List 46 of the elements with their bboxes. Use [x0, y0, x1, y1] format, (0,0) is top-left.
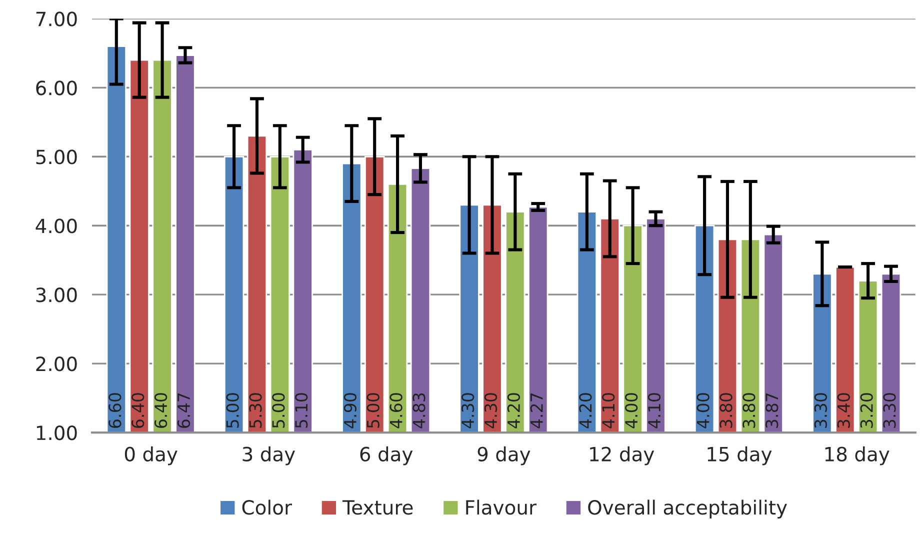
data-label: 3.87 [766, 393, 778, 428]
data-label: 4.30 [484, 393, 498, 428]
data-label: 4.10 [602, 393, 615, 428]
data-label: 6.60 [108, 393, 122, 428]
data-label: 3.80 [720, 393, 732, 428]
data-label: 3.80 [742, 393, 756, 428]
legend-label: Texture [342, 500, 413, 515]
data-label: 4.00 [625, 393, 638, 428]
data-label: 4.20 [579, 393, 592, 428]
y-tick-label: 7.00 [36, 12, 77, 26]
data-label: 5.00 [272, 393, 285, 428]
data-label: 4.10 [648, 393, 661, 428]
y-tick-label: 1.00 [36, 425, 77, 440]
data-label: 4.90 [344, 393, 356, 428]
data-label: 5.00 [366, 393, 380, 428]
x-tick-label: 0 day [124, 446, 178, 466]
x-tick-label: 6 day [360, 446, 413, 466]
data-label: 6.40 [132, 393, 144, 428]
data-label: 4.27 [530, 393, 543, 428]
y-tick-label: 6.00 [36, 80, 77, 96]
x-tick-label: 3 day [242, 446, 296, 466]
x-tick-label: 12 day [590, 446, 654, 466]
data-label: 3.30 [883, 393, 896, 428]
data-label: 6.40 [154, 393, 168, 428]
y-tick-label: 4.00 [36, 218, 77, 234]
data-label: 4.60 [390, 393, 402, 428]
data-label: 3.30 [814, 393, 828, 428]
data-label: 4.30 [462, 393, 474, 428]
y-tick-label: 5.00 [36, 150, 77, 164]
x-tick-label: 18 day [825, 446, 890, 466]
data-label: 5.00 [226, 393, 239, 428]
data-label: 5.30 [249, 393, 262, 428]
x-tick-label: 15 day [708, 446, 772, 466]
data-label: 3.20 [860, 393, 873, 428]
legend-label: Flavour [466, 500, 536, 515]
legend-label: Color [242, 500, 292, 515]
data-label: 4.83 [412, 393, 426, 428]
data-label: 5.10 [295, 393, 308, 428]
data-label: 6.47 [177, 393, 190, 428]
y-tick-label: 3.00 [36, 288, 77, 302]
y-tick-label: 2.00 [36, 356, 77, 372]
legend-label: Overall acceptability [588, 500, 787, 519]
data-label: 4.20 [507, 393, 520, 428]
data-label: 3.40 [837, 393, 850, 428]
data-label: 4.00 [696, 393, 710, 428]
x-tick-label: 9 day [478, 446, 530, 466]
